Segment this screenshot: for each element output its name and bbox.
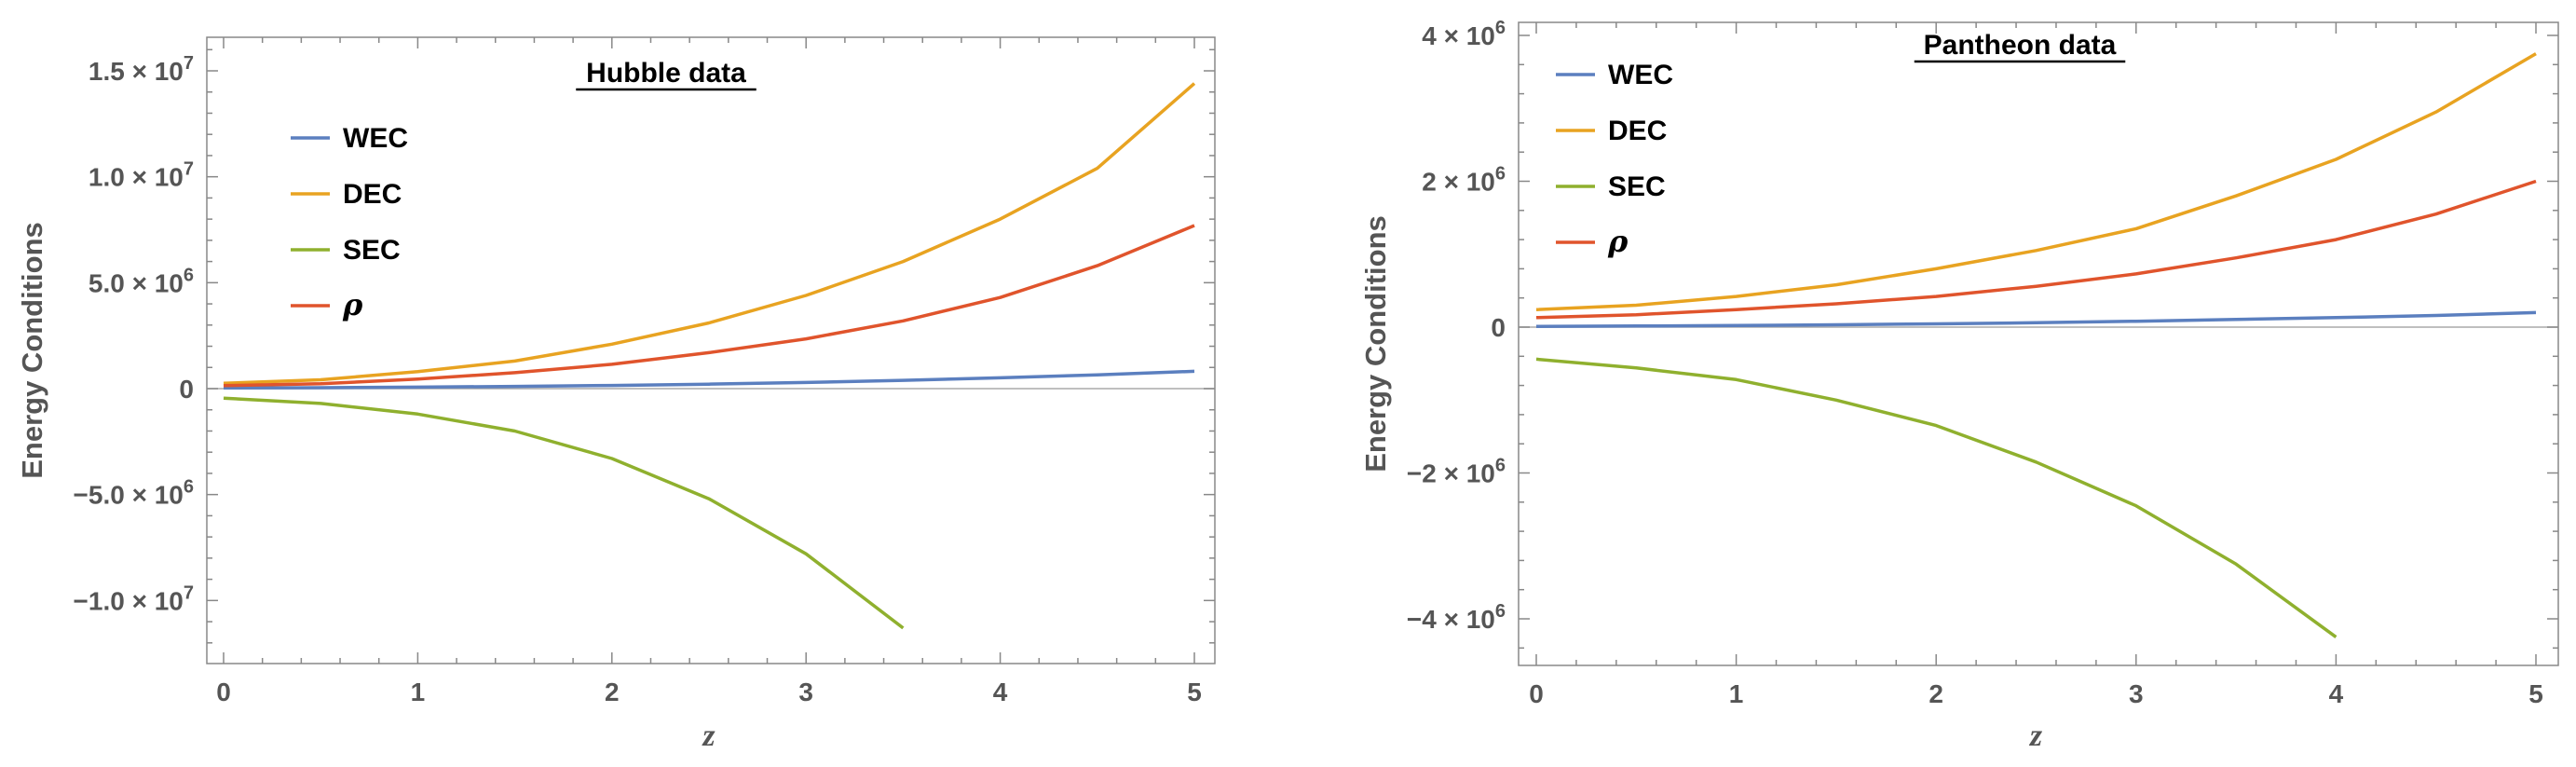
x-tick-label: 3 [798,678,813,706]
legend-label-rho: ρ [342,287,363,322]
y-tick-label: 1.0 × 107 [89,159,194,192]
x-tick-label: 3 [2129,679,2144,708]
x-axis-label: z [2029,719,2043,753]
series-line-sec [1535,357,2337,639]
series-line-sec [223,396,905,630]
y-tick-label: −1.0 × 107 [74,582,194,615]
series-line-dec [223,82,1196,386]
series-line-rho [223,224,1195,388]
series-line-dec [1535,52,2537,311]
x-tick-label: 4 [2329,679,2344,708]
series-line-wec [1535,310,2537,328]
x-tick-label: 0 [216,678,231,706]
series-line-wec [223,369,1195,390]
x-tick-label: 0 [1529,679,1544,708]
legend-label-sec: SEC [343,235,401,266]
y-tick-label: −4 × 106 [1407,601,1506,634]
y-tick-label: −5.0 × 106 [74,477,194,510]
y-tick-label: 0 [179,375,194,404]
x-tick-label: 4 [993,678,1008,706]
x-tick-label: 2 [1929,679,1943,708]
legend-label-sec: SEC [1608,171,1666,202]
chart-panel-1: 0 1 2 3 4 5 −1.0 × 107 −5.0 × 106 0 5.0 × 106 1.0 … [16,36,1216,753]
legend-label-dec: DEC [1608,116,1667,146]
y-tick-label: 5.0 × 106 [89,265,194,297]
legend-label-rho: ρ [1607,224,1629,259]
series-line-rho [1535,179,2537,320]
legend-label-dec: DEC [343,179,402,210]
y-tick-label: 2 × 106 [1422,164,1506,197]
y-tick-label: 1.5 × 107 [89,53,194,86]
y-tick-label: −2 × 106 [1407,456,1506,488]
y-axis-label: Energy Conditions [1359,215,1392,473]
x-tick-label: 1 [411,678,426,706]
x-tick-label: 2 [605,678,620,706]
chart-title: Pantheon data [1924,30,2117,61]
legend-label-wec: WEC [343,123,408,154]
x-tick-label: 5 [1187,678,1202,706]
y-axis-label: Energy Conditions [16,222,48,479]
plot-frame [206,36,1216,664]
x-tick-label: 5 [2528,679,2543,708]
legend-label-wec: WEC [1608,60,1673,90]
chart-title: Hubble data [586,58,746,89]
y-tick-label: 0 [1491,313,1506,342]
plot-frame [1518,21,2559,666]
x-tick-label: 1 [1729,679,1744,708]
x-axis-label: z [702,719,716,753]
chart-panel-2: 0 1 2 3 4 5 −4 × 106 −2 × 106 0 2 × 106 4 × 106 Ene… [1359,18,2559,753]
y-tick-label: 4 × 106 [1422,18,1506,50]
